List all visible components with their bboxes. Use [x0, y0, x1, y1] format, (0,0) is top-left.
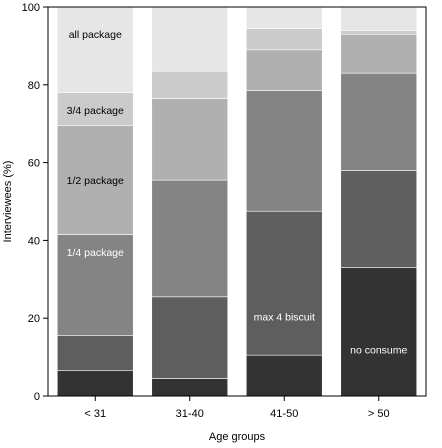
- bar-segment: [245, 28, 323, 51]
- bar-segment: [245, 6, 323, 29]
- bar-segment: [56, 6, 134, 93]
- y-tick-label: 100: [22, 2, 40, 14]
- y-tick-label: 80: [28, 80, 40, 92]
- y-tick-label: 20: [28, 313, 40, 325]
- bar-segment: [151, 296, 229, 379]
- x-axis-title: Age groups: [209, 431, 266, 443]
- y-axis-title: Interviewees (%): [2, 161, 14, 243]
- bar-segment: [340, 72, 418, 171]
- bar-segment: [151, 378, 229, 397]
- segment-label: no consume: [350, 344, 407, 356]
- bar-segment: [340, 267, 418, 397]
- segment-label: 3/4 package: [67, 105, 124, 117]
- bar-segment: [151, 179, 229, 298]
- bar-segment: [340, 33, 418, 74]
- x-tick-label: > 50: [368, 408, 390, 420]
- y-tick-label: 40: [28, 235, 40, 247]
- bar-segment: [56, 234, 134, 336]
- bar-segment: [151, 6, 229, 72]
- segment-label: 1/4 package: [67, 247, 124, 259]
- bar-segment: [340, 6, 418, 31]
- bar-segment: [56, 125, 134, 235]
- x-tick-label: 41-50: [270, 408, 298, 420]
- y-tick-label: 60: [28, 158, 40, 170]
- axes-layer: 0 20 40 60 80 100 < 31 31-40 41-50 > 50: [22, 2, 427, 420]
- plot-frame: [47, 6, 427, 397]
- segment-label: 1/2 package: [67, 175, 124, 187]
- bar-segment: [245, 210, 323, 356]
- bar-segment: [56, 92, 134, 126]
- y-tick-label: 0: [34, 391, 40, 403]
- bar-segment: [245, 49, 323, 91]
- x-tick-label: 31-40: [176, 408, 204, 420]
- segment-labels-layer: all package 3/4 package 1/2 package 1/4 pac…: [67, 29, 408, 356]
- bar-segment: [56, 335, 134, 372]
- bar-segment: [340, 30, 418, 35]
- segment-label: all package: [69, 29, 122, 41]
- bars-layer: [56, 6, 418, 397]
- bar-segment: [151, 98, 229, 181]
- segment-label: max 4 biscuit: [254, 311, 315, 323]
- bar-segment: [56, 370, 134, 397]
- x-tick-label: < 31: [84, 408, 106, 420]
- bar-segment: [245, 354, 323, 397]
- bar-segment: [245, 90, 323, 212]
- bar-segment: [151, 70, 229, 99]
- bar-segment: [340, 170, 418, 268]
